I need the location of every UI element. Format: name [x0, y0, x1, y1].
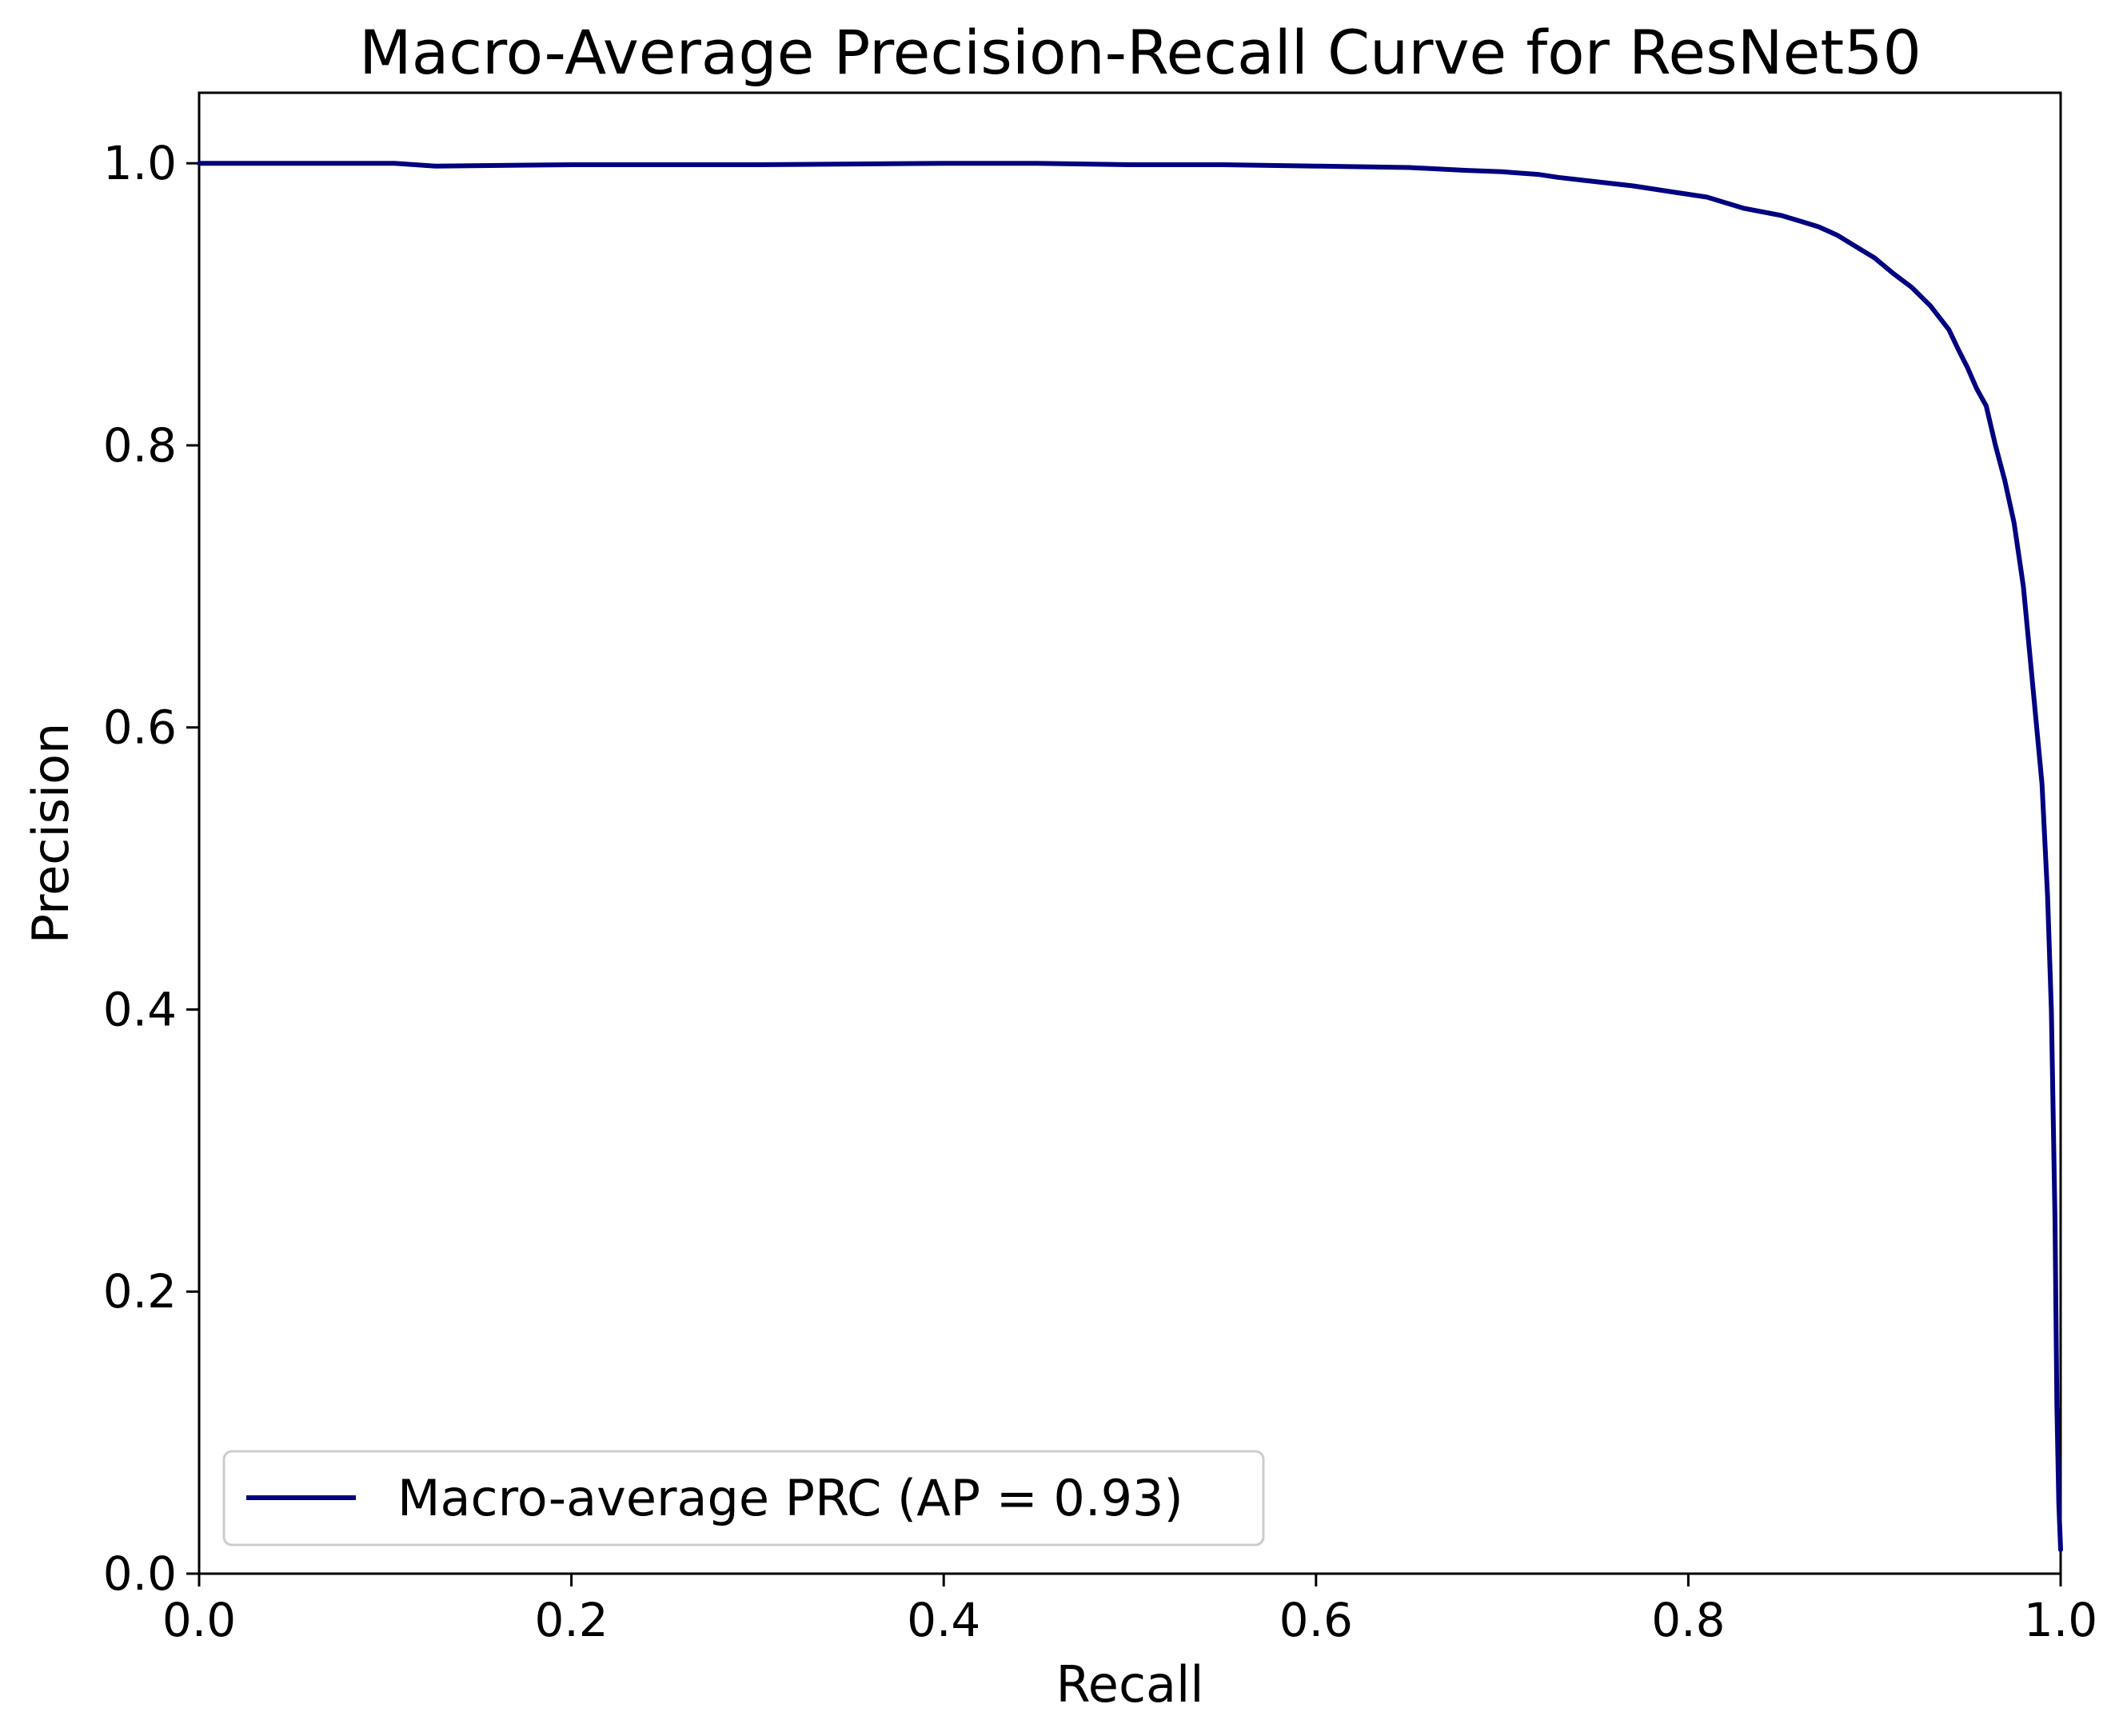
y-tick-label: 0.4: [103, 982, 177, 1036]
legend-label-macro-average-prc: Macro-average PRC (AP = 0.93): [397, 1469, 1183, 1527]
chart-title: Macro-Average Precision-Recall Curve for…: [359, 17, 1921, 88]
x-axis-label: Recall: [1056, 1655, 1204, 1714]
legend: Macro-average PRC (AP = 0.93): [222, 1450, 1265, 1546]
x-tick-label: 0.8: [1651, 1593, 1725, 1647]
x-tick-label: 1.0: [2024, 1593, 2097, 1647]
x-tick-label: 0.4: [907, 1593, 980, 1647]
series-line-macro-average-prc: [197, 161, 2063, 1552]
y-tick-label: 0.6: [103, 700, 177, 755]
plot-frame: [198, 91, 2062, 1575]
y-tick-label: 0.0: [103, 1546, 177, 1601]
x-tick-label: 0.6: [1279, 1593, 1353, 1647]
y-axis-label: Precision: [22, 723, 80, 944]
x-tick-label: 0.2: [534, 1593, 608, 1647]
y-axis-ticks: 0.0 0.2 0.4 0.6 0.8 1.0: [103, 136, 199, 1601]
x-axis-ticks: 0.0 0.2 0.4 0.6 0.8 1.0: [162, 1574, 2097, 1647]
y-tick-label: 0.8: [103, 418, 177, 473]
y-tick-label: 0.2: [103, 1264, 177, 1319]
y-tick-label: 1.0: [103, 136, 177, 190]
x-tick-label: 0.0: [162, 1593, 236, 1647]
legend-box: [222, 1450, 1265, 1546]
plot-area: [198, 91, 2062, 1575]
